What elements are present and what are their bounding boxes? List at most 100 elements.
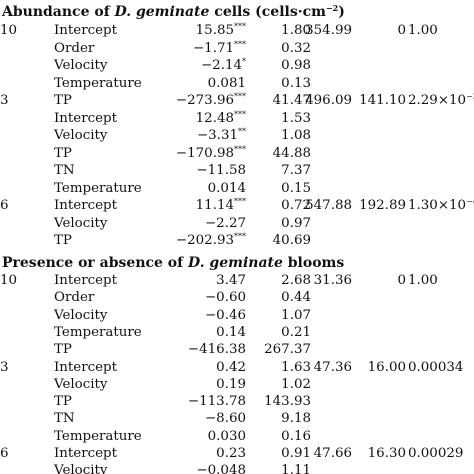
akaike-weight: 1.00 bbox=[408, 272, 438, 289]
table-row: 6 Intercept 0.23 0.91 47.66 16.30 0.00029 bbox=[0, 445, 474, 462]
model-number: 10 bbox=[0, 23, 18, 38]
standard-error: 0.32 bbox=[281, 40, 311, 56]
table-row: 6 Intercept 11.14*** 0.72 547.88 192.89 1.30×1… bbox=[0, 197, 474, 214]
estimate-value: −0.46 bbox=[204, 307, 246, 323]
aic-value: 31.36 bbox=[313, 273, 352, 288]
variable-name: Velocity bbox=[54, 307, 108, 323]
estimate-cell: 0.19 bbox=[216, 376, 246, 393]
estimate-cell: 15.85*** bbox=[196, 22, 246, 39]
estimate-cell: −0.46 bbox=[205, 307, 246, 324]
variable-name: Temperature bbox=[54, 75, 142, 91]
table-row: Intercept 12.48*** 1.53 bbox=[0, 110, 474, 127]
weight-value: 0.00034 bbox=[408, 359, 464, 375]
weight-value: 1.00 bbox=[408, 23, 438, 38]
section-title-post: cells (cells·cm bbox=[209, 4, 326, 20]
aic-value: 547.88 bbox=[305, 198, 352, 213]
standard-error: 143.93 bbox=[264, 394, 311, 410]
estimate-value: −170.98 bbox=[175, 145, 234, 161]
estimate-value: −202.93 bbox=[175, 233, 234, 248]
estimate-cell: −113.78 bbox=[188, 393, 246, 410]
variable-name: Order bbox=[54, 290, 95, 306]
estimate-cell: 11.14*** bbox=[196, 197, 246, 214]
standard-error: 0.13 bbox=[281, 75, 311, 91]
standard-error: 7.37 bbox=[281, 163, 311, 178]
table-row: Velocity −0.46 1.07 bbox=[0, 307, 474, 324]
significance-stars: *** bbox=[234, 109, 246, 119]
variable-name: Intercept bbox=[54, 110, 117, 126]
standard-error: 0.97 bbox=[281, 215, 311, 231]
estimate-value: 0.081 bbox=[207, 75, 246, 91]
standard-error: 40.69 bbox=[272, 233, 311, 248]
akaike-weight: 1.30×10−42 bbox=[408, 197, 474, 214]
standard-error: 44.88 bbox=[272, 145, 311, 161]
table-row: Temperature 0.081 0.13 bbox=[0, 75, 474, 92]
delta-aic-value: 0 bbox=[397, 23, 406, 38]
aic-value: 496.09 bbox=[305, 93, 352, 108]
akaike-weight: 2.29×10−31 bbox=[408, 92, 474, 109]
estimate-value: 15.85 bbox=[195, 23, 234, 38]
estimate-cell: −170.98*** bbox=[176, 145, 246, 162]
weight-exponent: −42 bbox=[466, 197, 474, 206]
estimate-cell: 3.47 bbox=[216, 272, 246, 289]
estimate-value: −416.38 bbox=[187, 342, 246, 358]
estimate-value: 0.014 bbox=[207, 180, 246, 196]
table-row: Velocity −0.048 1.11 bbox=[0, 462, 474, 474]
model-number: 6 bbox=[0, 198, 9, 213]
estimate-value: −2.14 bbox=[200, 58, 242, 73]
variable-name: TN bbox=[54, 163, 75, 178]
model-number: 3 bbox=[0, 359, 9, 375]
standard-error: 1.63 bbox=[281, 359, 311, 375]
table-row: 10 Intercept 3.47 2.68 31.36 0 1.00 bbox=[0, 272, 474, 289]
table-row: Velocity −3.31** 1.08 bbox=[0, 127, 474, 144]
standard-error: 9.18 bbox=[281, 411, 311, 427]
estimate-value: 0.42 bbox=[216, 359, 246, 375]
standard-error: 41.47 bbox=[272, 93, 311, 108]
variable-name: Velocity bbox=[54, 215, 108, 231]
variable-name: Velocity bbox=[54, 463, 108, 474]
weight-value: 0.00029 bbox=[408, 446, 464, 461]
estimate-cell: −2.14* bbox=[201, 57, 246, 74]
table-row: TN −8.60 9.18 bbox=[0, 410, 474, 427]
aic-value: 47.36 bbox=[313, 359, 352, 375]
model-number: 3 bbox=[0, 93, 9, 108]
variable-name: Intercept bbox=[54, 273, 117, 288]
variable-name: TP bbox=[54, 145, 72, 161]
weight-exponent: −31 bbox=[466, 92, 474, 101]
table-row: TP −416.38 267.37 bbox=[0, 341, 474, 358]
standard-error: 0.91 bbox=[281, 446, 311, 461]
estimate-cell: 0.14 bbox=[216, 324, 246, 341]
standard-error: 1.11 bbox=[281, 463, 311, 474]
variable-name: Temperature bbox=[54, 428, 142, 444]
estimate-cell: −273.96*** bbox=[176, 92, 246, 109]
section-title-abundance: Abundance of D. geminate cells (cells·cm… bbox=[2, 3, 345, 21]
delta-aic-value: 192.89 bbox=[359, 198, 406, 213]
estimate-value: −2.27 bbox=[204, 215, 246, 231]
estimate-cell: −0.048 bbox=[196, 462, 246, 474]
standard-error: 0.98 bbox=[281, 58, 311, 73]
standard-error: 0.44 bbox=[281, 290, 311, 306]
estimate-cell: −202.93*** bbox=[176, 232, 246, 249]
estimate-cell: 0.014 bbox=[208, 180, 246, 197]
estimate-value: 3.47 bbox=[216, 273, 246, 288]
standard-error: 1.08 bbox=[281, 128, 311, 143]
delta-aic-value: 141.10 bbox=[359, 93, 406, 108]
model-number: 10 bbox=[0, 273, 18, 288]
akaike-weight: 1.00 bbox=[408, 22, 438, 39]
table-row: 10 Intercept 15.85*** 1.80 354.99 0 1.00 bbox=[0, 22, 474, 39]
significance-stars: *** bbox=[234, 39, 246, 49]
estimate-value: −0.60 bbox=[204, 290, 246, 306]
table-row: TN −11.58 7.37 bbox=[0, 162, 474, 179]
standard-error: 1.80 bbox=[281, 23, 311, 38]
variable-name: Intercept bbox=[54, 446, 117, 461]
table-row: Temperature 0.014 0.15 bbox=[0, 180, 474, 197]
table-row: Temperature 0.030 0.16 bbox=[0, 428, 474, 445]
section-title-end: ) bbox=[338, 4, 345, 20]
estimate-cell: −0.60 bbox=[205, 289, 246, 306]
estimate-value: −113.78 bbox=[187, 394, 246, 410]
estimate-value: −8.60 bbox=[204, 411, 246, 427]
estimate-value: 0.14 bbox=[216, 324, 246, 340]
variable-name: TP bbox=[54, 233, 72, 248]
variable-name: TN bbox=[54, 411, 75, 427]
variable-name: Velocity bbox=[54, 58, 108, 73]
